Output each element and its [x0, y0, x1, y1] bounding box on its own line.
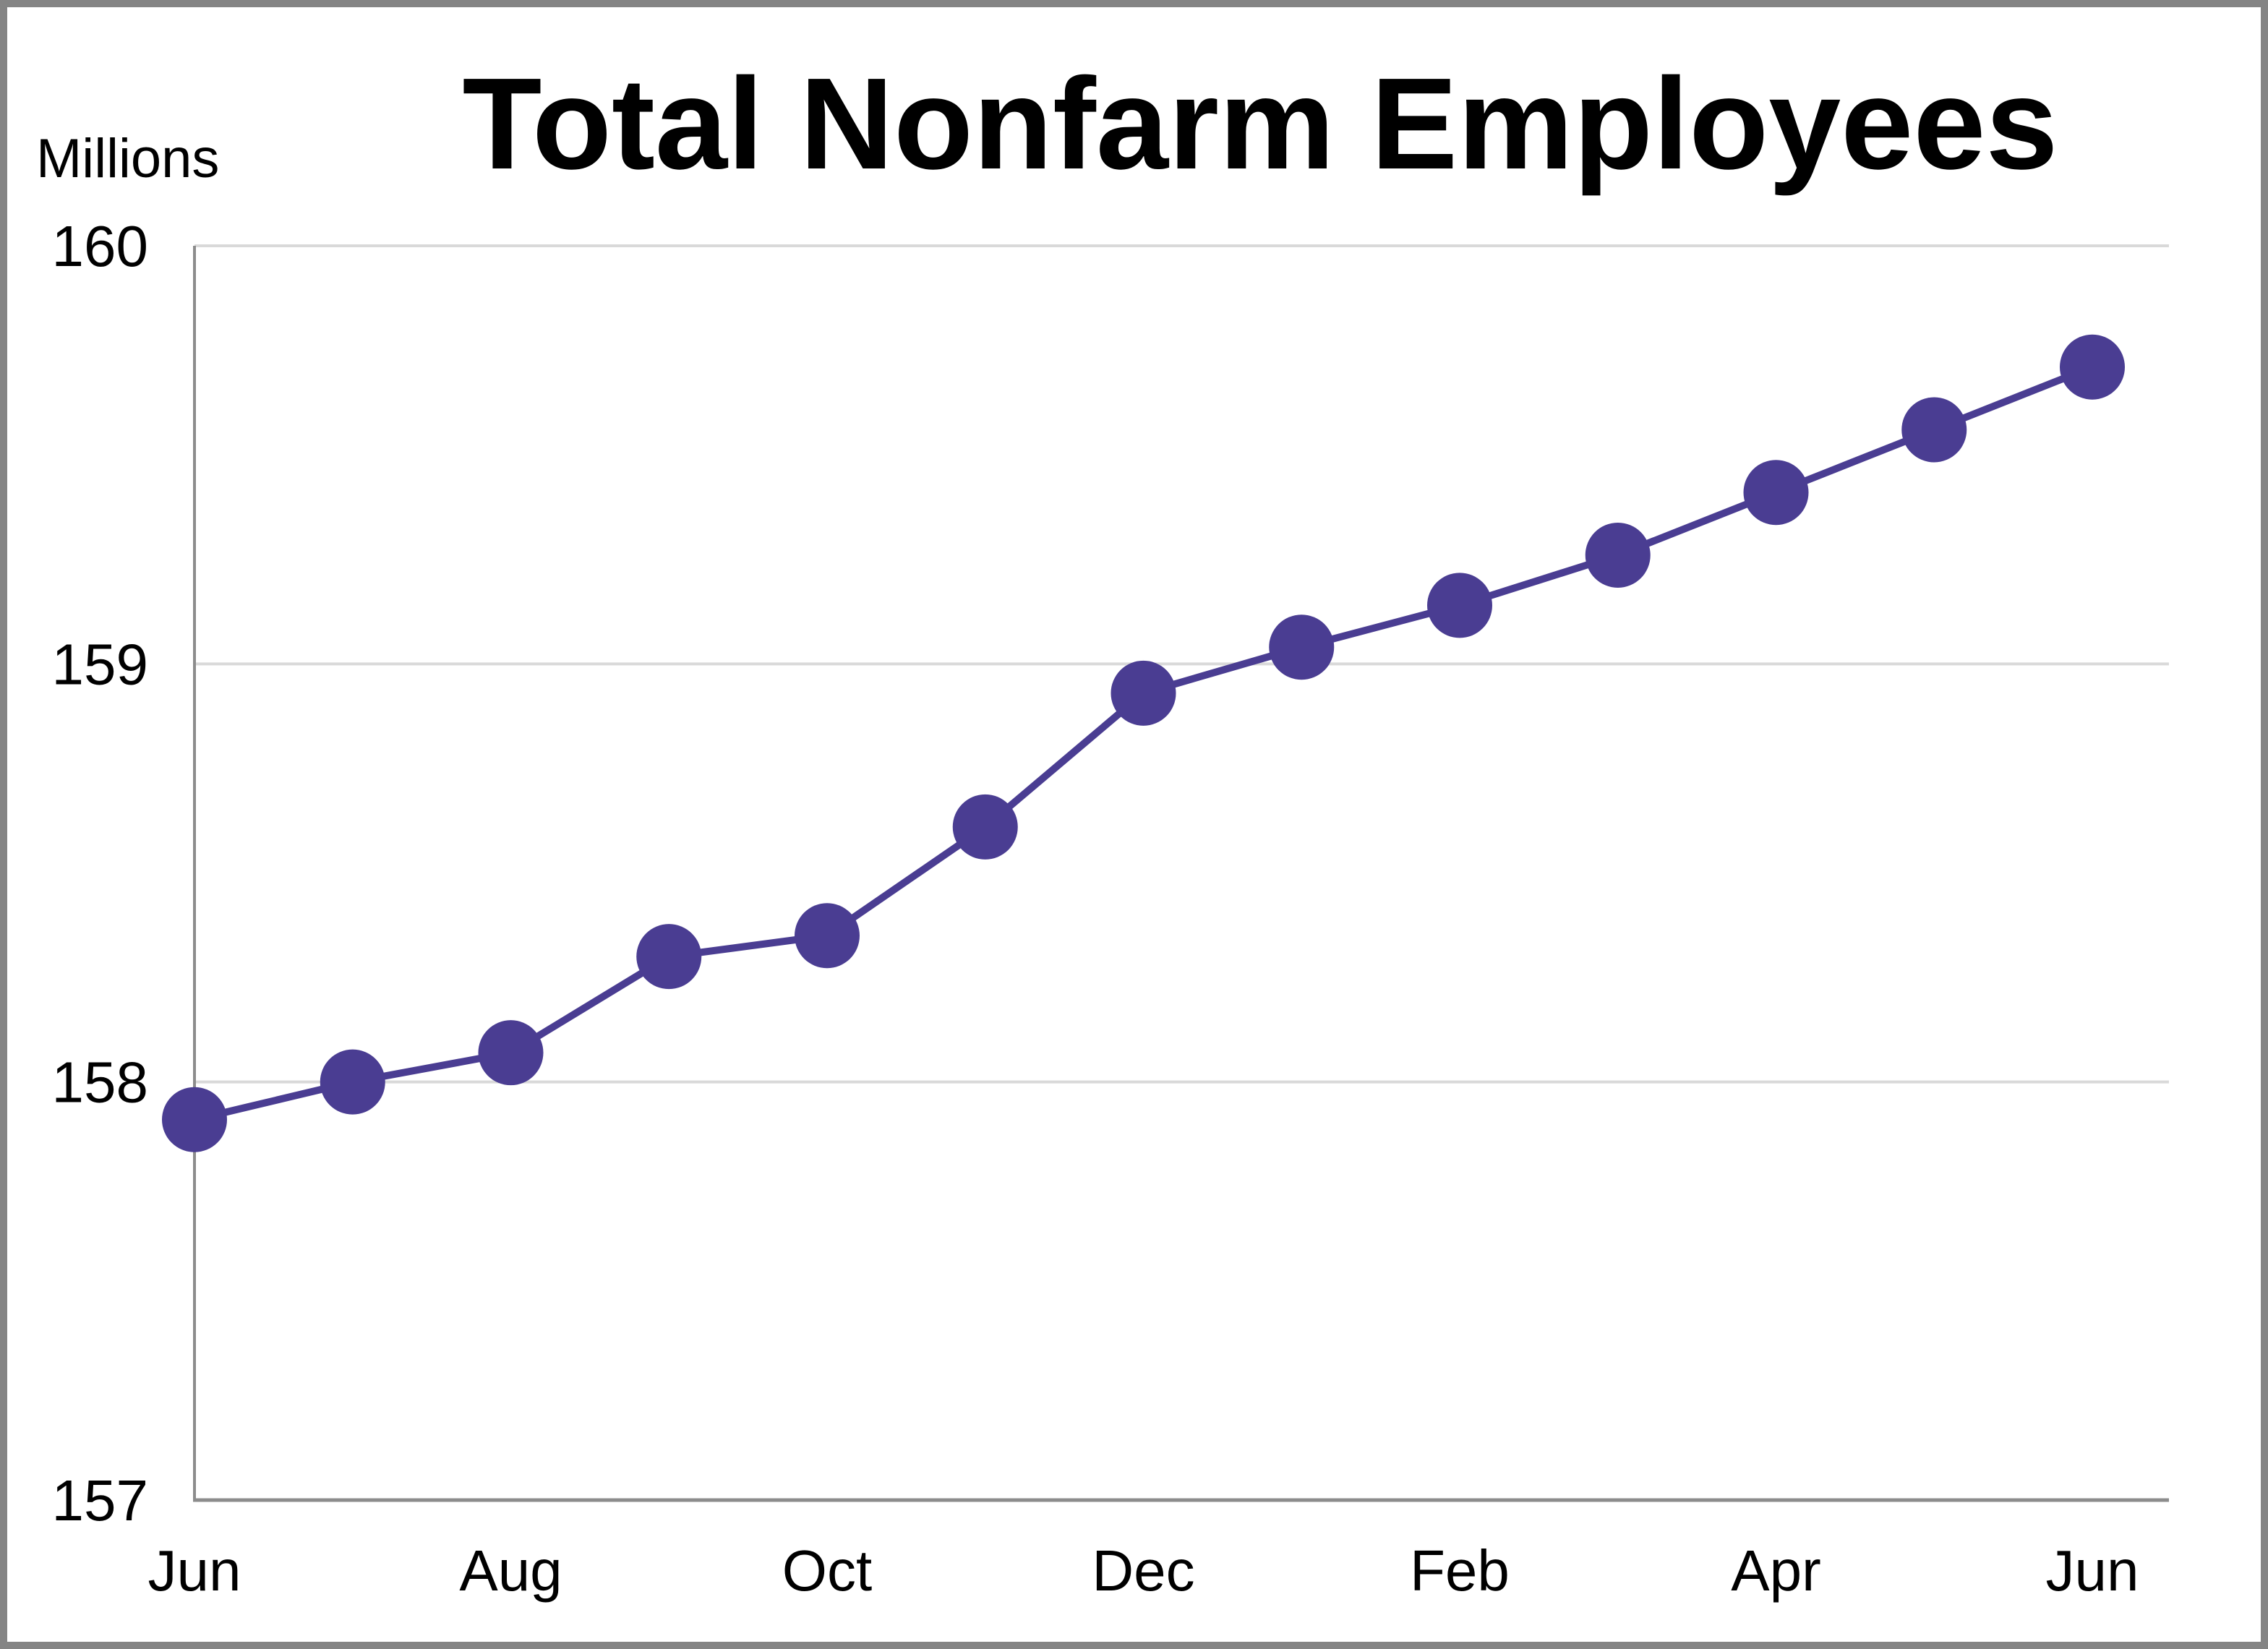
- data-point-marker: [478, 1020, 544, 1086]
- x-tick-label: Aug: [459, 1538, 562, 1603]
- y-tick-label: 157: [52, 1468, 148, 1533]
- x-tick-label: Apr: [1731, 1538, 1821, 1603]
- data-point-marker: [2060, 334, 2125, 400]
- data-point-marker: [636, 924, 702, 990]
- y-tick-label: 159: [52, 632, 148, 696]
- y-tick-label: 158: [52, 1050, 148, 1115]
- data-point-marker: [1743, 460, 1809, 526]
- series-line: [193, 364, 2094, 1123]
- data-point-marker: [162, 1087, 227, 1152]
- x-tick-label: Jun: [2046, 1538, 2139, 1603]
- data-point-marker: [1111, 660, 1176, 726]
- data-point-marker: [795, 903, 860, 969]
- y-tick-label: 160: [52, 214, 148, 278]
- data-point-marker: [952, 794, 1018, 860]
- data-point-marker: [1585, 522, 1651, 588]
- x-tick-label: Feb: [1410, 1538, 1510, 1603]
- x-tick-label: Jun: [148, 1538, 241, 1603]
- chart-title: Total Nonfarm Employees: [462, 51, 2058, 197]
- x-tick-label: Dec: [1092, 1538, 1194, 1603]
- data-point-marker: [1901, 397, 1967, 463]
- data-point-marker: [320, 1049, 385, 1115]
- line-chart: 157 158 159 160 Jun Aug Oct Dec Feb Apr Jun: [52, 214, 2169, 1603]
- data-point-marker: [1427, 573, 1492, 638]
- data-point-marker: [1269, 614, 1335, 680]
- x-tick-label: Oct: [782, 1538, 872, 1603]
- y-axis-unit-label: Millions: [36, 128, 220, 189]
